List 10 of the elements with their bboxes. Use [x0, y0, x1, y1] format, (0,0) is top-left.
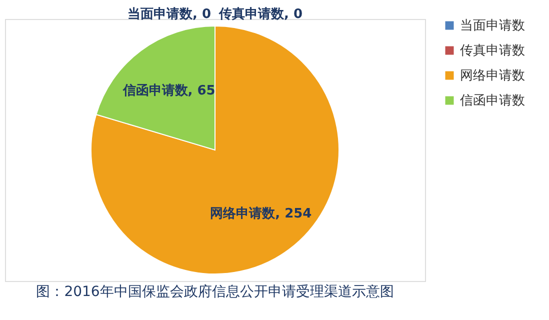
legend-label: 网络申请数 [460, 68, 525, 84]
legend-label: 当面申请数 [460, 18, 525, 34]
data-label: 信函申请数, 65 [122, 83, 216, 98]
pie-slice [90, 26, 340, 274]
data-label: 网络申请数, 254 [210, 206, 312, 222]
text: 当面申请数, 0 [127, 7, 211, 22]
text: 传真申请数, 0 [219, 7, 303, 22]
text: 图：2016年中国保监会政府信息公开申请受理渠道示意图 [36, 284, 394, 300]
legend-label: 传真申请数 [460, 44, 525, 58]
legend-label: 信函申请数 [460, 94, 525, 108]
